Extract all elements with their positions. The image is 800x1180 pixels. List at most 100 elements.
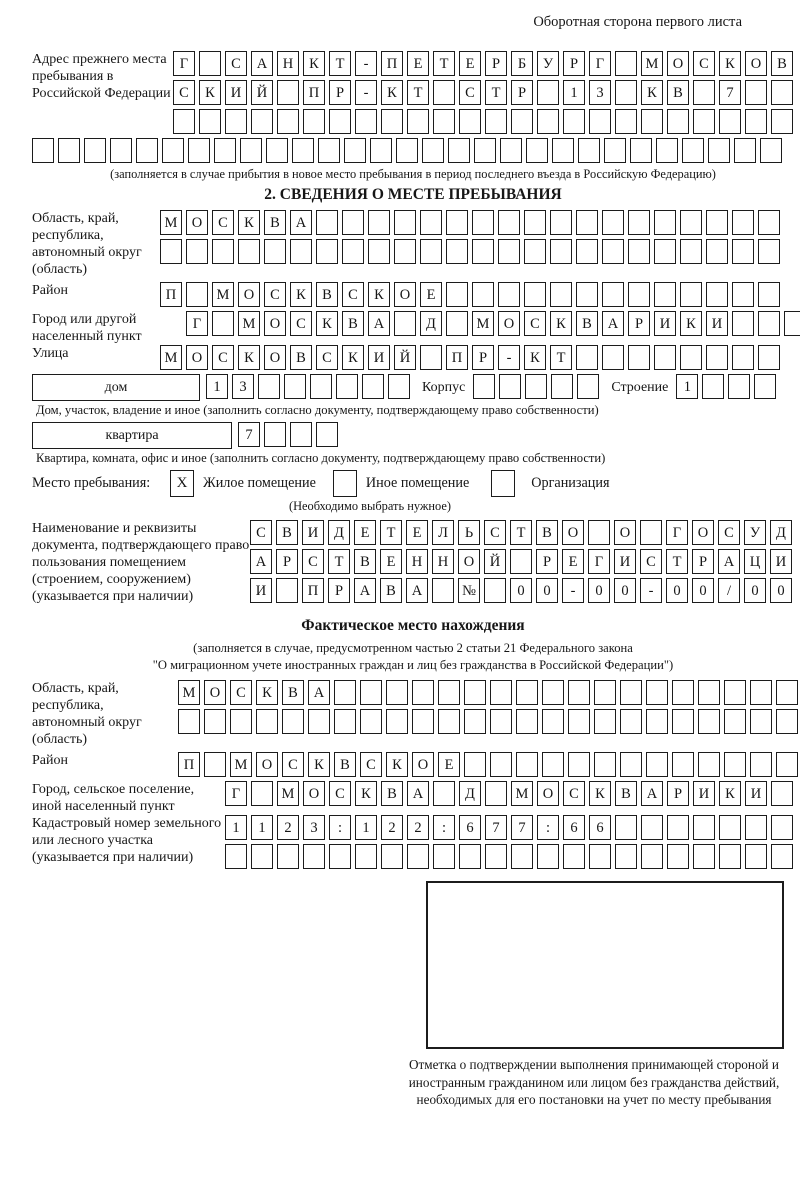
char-box: М [238, 311, 260, 336]
char-box [719, 815, 741, 840]
char-box [550, 282, 572, 307]
char-box [776, 752, 798, 777]
char-box [394, 239, 416, 264]
char-box [290, 422, 312, 447]
char-box: В [381, 781, 403, 806]
char-box [284, 374, 306, 399]
char-box: И [302, 520, 324, 545]
char-box [758, 345, 780, 370]
char-box: И [706, 311, 728, 336]
char-box: К [550, 311, 572, 336]
char-box [719, 109, 741, 134]
char-box [577, 374, 600, 399]
char-box: Й [251, 80, 273, 105]
char-box [672, 752, 694, 777]
stamp-box [426, 881, 784, 1049]
char-box [589, 109, 611, 134]
char-box: / [718, 578, 740, 603]
s2-gorod-label: Город или другой населенный пункт [32, 312, 142, 344]
char-box [420, 210, 442, 235]
char-box: Й [394, 345, 416, 370]
char-box [537, 80, 559, 105]
stroenie-boxes: 1 [676, 374, 780, 399]
char-box [199, 109, 221, 134]
char-box [446, 282, 468, 307]
char-box [251, 109, 273, 134]
char-box [334, 680, 356, 705]
checkbox-inoe [332, 470, 357, 497]
char-box: В [667, 80, 689, 105]
char-box [750, 680, 772, 705]
char-box: 1 [676, 374, 699, 399]
char-box: У [744, 520, 766, 545]
char-box [485, 109, 507, 134]
char-box: О [204, 680, 226, 705]
char-box: - [498, 345, 520, 370]
char-box [525, 374, 548, 399]
char-box: А [602, 311, 624, 336]
char-box [646, 680, 668, 705]
char-box: - [355, 51, 377, 76]
char-box: Д [328, 520, 350, 545]
char-box [240, 138, 262, 163]
char-box: К [303, 51, 325, 76]
char-box: И [745, 781, 767, 806]
char-box [160, 239, 182, 264]
stroenie-label: Строение [611, 380, 669, 395]
char-box [264, 239, 286, 264]
char-box [282, 709, 304, 734]
char-box [602, 345, 624, 370]
char-box: М [178, 680, 200, 705]
char-box [693, 815, 715, 840]
char-box: Ц [744, 549, 766, 574]
char-box [490, 709, 512, 734]
char-box: К [381, 80, 403, 105]
char-box [698, 680, 720, 705]
char-box [511, 844, 533, 869]
char-box [186, 239, 208, 264]
doc-row-3: И П Р А В А № 0 0-0 0-0 0/0 0 [250, 578, 796, 603]
char-box [336, 374, 358, 399]
char-box [550, 210, 572, 235]
char-box: И [693, 781, 715, 806]
char-box: Д [420, 311, 442, 336]
char-box: В [334, 752, 356, 777]
fact-kadastr-row-2 [225, 844, 797, 869]
option-zhiloe-label: Жилое помещение [203, 475, 316, 491]
option-inoe-label: Иное помещение [365, 475, 470, 491]
char-box: И [225, 80, 247, 105]
char-box [576, 282, 598, 307]
char-box: О [745, 51, 767, 76]
char-box: К [199, 80, 221, 105]
char-box [84, 138, 106, 163]
char-box [526, 138, 548, 163]
char-box: К [308, 752, 330, 777]
char-box [474, 138, 496, 163]
char-box: 7 [485, 815, 507, 840]
char-box [362, 374, 384, 399]
char-box: Т [550, 345, 572, 370]
char-box: К [524, 345, 546, 370]
char-box [654, 345, 676, 370]
fact-gorod-label: Город, сельское поселение, иной населенн… [32, 782, 195, 814]
char-box [708, 138, 730, 163]
char-box [771, 80, 793, 105]
char-box [464, 752, 486, 777]
char-box [303, 844, 325, 869]
char-box [386, 709, 408, 734]
char-box [654, 282, 676, 307]
char-box: Т [407, 80, 429, 105]
char-box: Е [407, 51, 429, 76]
char-box: А [368, 311, 390, 336]
section2-title: 2. СВЕДЕНИЯ О МЕСТЕ ПРЕБЫВАНИЯ [264, 186, 562, 203]
char-box: Р [511, 80, 533, 105]
prev-address-row-3 [173, 109, 797, 134]
char-box [110, 138, 132, 163]
char-box: К [386, 752, 408, 777]
char-box [745, 815, 767, 840]
char-box [433, 844, 455, 869]
char-box: К [680, 311, 702, 336]
char-box: М [160, 345, 182, 370]
